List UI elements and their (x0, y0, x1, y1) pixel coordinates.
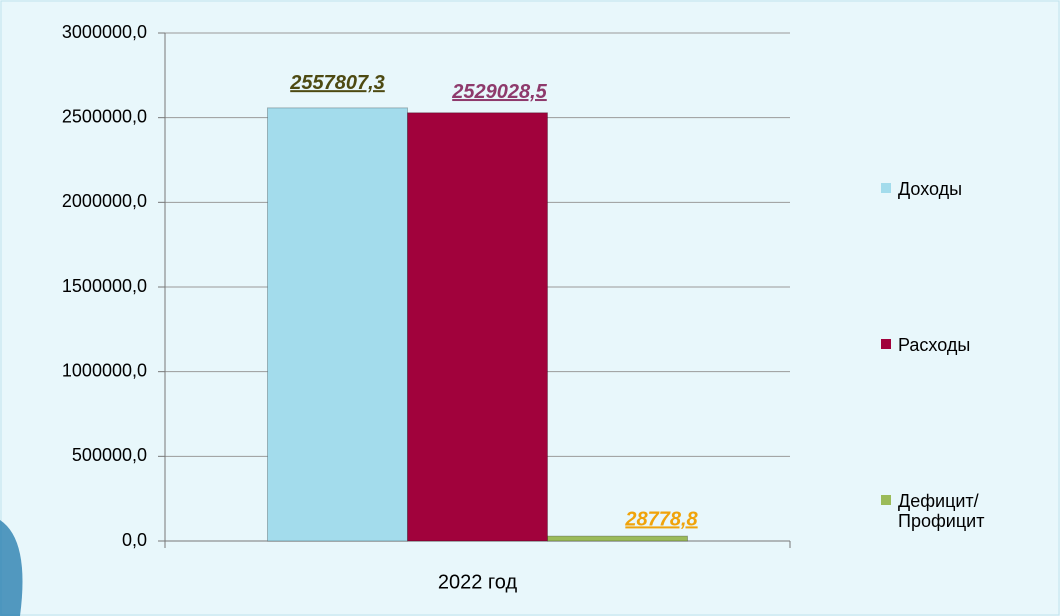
value-label: 28778,8 (624, 508, 698, 530)
legend-swatch (881, 495, 891, 505)
y-tick-label: 1000000,0 (62, 360, 147, 380)
legend-swatch (881, 183, 891, 193)
x-tick-label: 2022 год (438, 571, 518, 593)
y-tick-label: 500000,0 (72, 445, 147, 465)
bar (407, 112, 548, 542)
legend-label: Расходы (898, 335, 971, 355)
legend-label: Доходы (898, 179, 963, 199)
legend-swatch (881, 339, 891, 349)
value-label: 2557807,3 (289, 72, 385, 94)
bar (267, 107, 408, 542)
y-tick-label: 2500000,0 (62, 106, 147, 126)
decoration (0, 520, 23, 616)
bar (547, 535, 688, 542)
y-tick-label: 0,0 (122, 530, 147, 550)
y-tick-label: 2000000,0 (62, 191, 147, 211)
value-label: 2529028,5 (451, 81, 547, 103)
legend-label: Дефицит/Профицит (898, 491, 985, 531)
y-tick-label: 1500000,0 (62, 276, 147, 296)
y-tick-label: 3000000,0 (62, 22, 147, 42)
